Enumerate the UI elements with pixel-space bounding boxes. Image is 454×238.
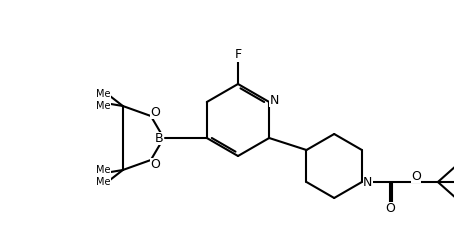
Text: Me: Me: [96, 165, 111, 175]
Text: O: O: [150, 105, 160, 119]
Text: O: O: [411, 169, 421, 183]
Text: B: B: [154, 132, 163, 144]
Text: N: N: [363, 175, 373, 188]
Text: O: O: [150, 158, 160, 170]
Text: O: O: [385, 202, 395, 214]
Text: F: F: [234, 49, 242, 61]
Text: Me: Me: [96, 177, 111, 187]
Text: Me: Me: [96, 89, 111, 99]
Text: N: N: [270, 94, 279, 106]
Text: Me: Me: [96, 101, 111, 111]
